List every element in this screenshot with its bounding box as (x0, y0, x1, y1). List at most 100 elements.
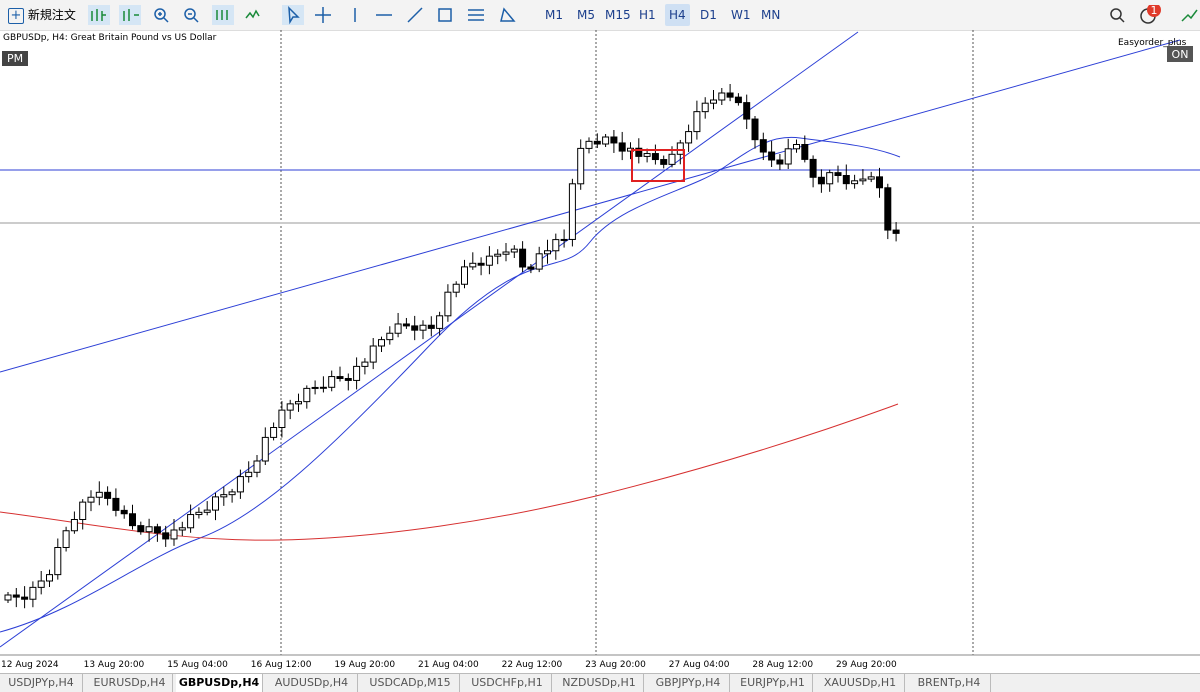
candle-body (701, 102, 709, 113)
candle-body (328, 376, 336, 388)
candle-body (859, 178, 867, 182)
notification-badge: 1 (1151, 5, 1158, 17)
candle-body (461, 266, 468, 285)
new-order-button[interactable]: + 新規注文 (8, 5, 76, 25)
timeframe-button[interactable]: H1 (639, 8, 656, 22)
ea-state[interactable]: ON (1172, 48, 1189, 61)
new-order-label: 新規注文 (27, 8, 76, 22)
candle-body (560, 238, 568, 241)
candle-body (378, 339, 385, 347)
chart-icons[interactable] (88, 5, 288, 25)
candle-body (336, 376, 344, 380)
top-right-icons[interactable]: 1 (1108, 5, 1168, 25)
symbol-tab[interactable]: GBPJPYp,H4 (647, 674, 730, 692)
candle-body (203, 509, 211, 513)
candle-body (552, 239, 560, 252)
candle-body (153, 526, 161, 534)
candle-body (884, 187, 892, 231)
time-label: 28 Aug 12:00 (752, 660, 813, 670)
candle-body (245, 471, 253, 478)
candle-body (54, 547, 62, 576)
timeframe-button[interactable]: M5 (577, 8, 595, 22)
candle-body (651, 153, 659, 161)
candle-body (21, 596, 29, 600)
symbol-tab[interactable]: NZDUSDp,H1 (555, 674, 644, 692)
time-label: 13 Aug 20:00 (84, 660, 145, 670)
timeframe-button[interactable]: H4 (665, 4, 690, 26)
candle-body (577, 147, 585, 185)
timeframe-button[interactable]: M1 (545, 8, 563, 22)
candle-body (568, 183, 576, 240)
time-label: 15 Aug 04:00 (167, 660, 228, 670)
time-label: 21 Aug 04:00 (418, 660, 479, 670)
candle-body (261, 436, 269, 462)
trend-line (0, 39, 1181, 373)
symbol-tab[interactable]: USDCADp,M15 (361, 674, 460, 692)
moving-average (0, 136, 901, 633)
candle-body (444, 291, 452, 317)
candle-body (120, 509, 128, 515)
candle-body (826, 172, 834, 185)
candle-body (510, 248, 518, 253)
candle-body (867, 176, 875, 180)
candle-body (170, 529, 178, 540)
symbol-tab[interactable]: USDJPYp,H4 (0, 674, 83, 692)
candle-body (4, 594, 12, 601)
candle-body (469, 262, 477, 268)
candle-body (37, 580, 45, 588)
candle-body (427, 324, 435, 329)
session-badge: PM (7, 52, 23, 65)
symbol-tab[interactable]: XAUUSDp,H1 (816, 674, 905, 692)
symbol-tab[interactable]: AUDUSDp,H4 (266, 674, 358, 692)
candle-body (104, 491, 112, 499)
candle-body (734, 96, 742, 104)
time-label: 22 Aug 12:00 (502, 660, 563, 670)
candle-body (485, 255, 493, 266)
candle-body (270, 427, 278, 438)
candle-body (759, 139, 767, 153)
symbol-tab[interactable]: EURUSDp,H4 (87, 674, 173, 692)
symbol-tab[interactable]: USDCHFp,H1 (463, 674, 552, 692)
candle-body (353, 365, 361, 381)
candle-body (311, 386, 319, 389)
time-label: 27 Aug 04:00 (669, 660, 730, 670)
candle-body (95, 491, 103, 498)
symbol-tabs: USDJPYp,H4 EURUSDp,H4 GBPUSDp,H4 AUDUSDp,H4… (0, 673, 1200, 692)
candle-body (776, 159, 784, 165)
candle-body (544, 250, 551, 255)
timeframe-button[interactable]: W1 (731, 8, 751, 22)
candle-body (610, 136, 618, 144)
candle-body (635, 147, 643, 157)
timeframe-button[interactable]: MN (761, 8, 781, 22)
candle-body (295, 401, 302, 405)
candle-body (195, 511, 203, 516)
candle-body (228, 491, 236, 496)
candle-body (402, 323, 410, 327)
candle-body (361, 361, 369, 367)
candle-body (411, 325, 419, 331)
ea-name: Easyorder_plus (1118, 38, 1187, 48)
symbol-tab[interactable]: GBPUSDp,H4 (176, 674, 263, 692)
candle-body (726, 92, 734, 98)
symbol-tab[interactable]: EURJPYp,H1 (733, 674, 813, 692)
candle-body (29, 586, 37, 600)
lvl-icon[interactable] (1180, 5, 1198, 25)
timeframe-button[interactable]: M15 (605, 8, 631, 22)
timeframe-button[interactable]: D1 (700, 8, 717, 22)
time-label: 23 Aug 20:00 (585, 660, 646, 670)
symbol-tab[interactable]: BRENTp,H4 (908, 674, 991, 692)
candle-body (519, 248, 527, 268)
candle-body (344, 378, 352, 381)
candle-body (12, 594, 20, 598)
drawing-tools[interactable] (282, 5, 522, 25)
candle-body (187, 514, 195, 529)
candle-body (668, 153, 676, 165)
candle-body (809, 158, 817, 178)
moving-average (0, 403, 899, 541)
candle-body (452, 283, 460, 293)
candle-body (693, 111, 701, 133)
candle-body (212, 496, 219, 511)
chart-header: GBPUSDp, H4: Great Britain Pound vs US D… (3, 33, 217, 43)
candle-body (718, 92, 726, 101)
